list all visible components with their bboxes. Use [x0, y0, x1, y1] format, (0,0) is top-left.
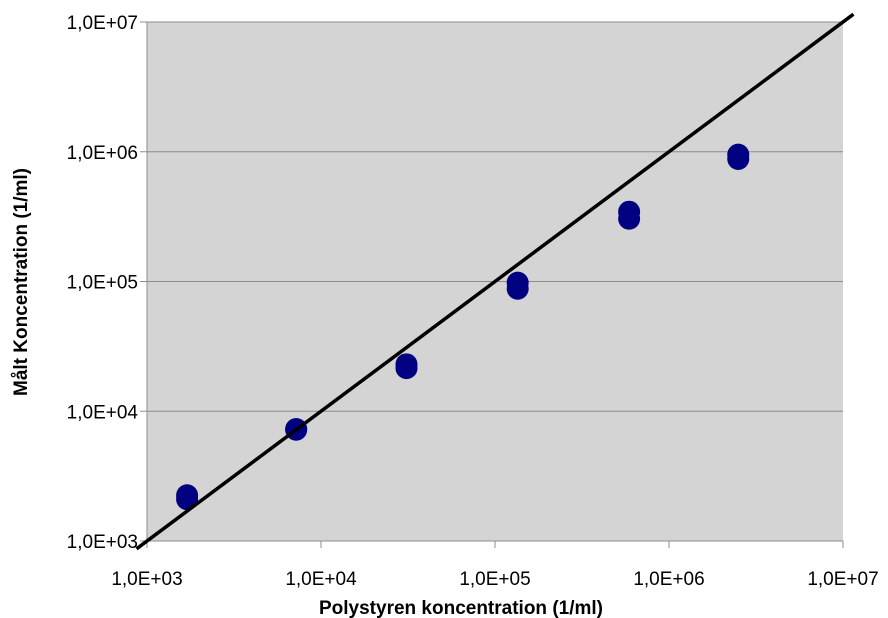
y-tick-label: 1,0E+05 — [67, 273, 138, 294]
data-point — [618, 200, 641, 223]
x-tick-label: 1,0E+06 — [633, 569, 704, 590]
reference-line — [135, 12, 855, 551]
x-tick-label: 1,0E+04 — [285, 569, 357, 590]
x-axis-title: Polystyren koncentration (1/ml) — [319, 598, 603, 618]
data-point — [176, 484, 199, 507]
y-tick-label: 1,0E+07 — [67, 13, 138, 34]
y-tick-label: 1,0E+06 — [67, 143, 138, 164]
data-point — [506, 271, 529, 294]
x-tick-label: 1,0E+03 — [111, 569, 182, 590]
y-axis-ticks: 1,0E+03 1,0E+04 1,0E+05 1,0E+06 1,0E+07 — [67, 13, 147, 553]
x-tick-label: 1,0E+05 — [459, 569, 530, 590]
data-point — [727, 143, 750, 166]
x-tick-label: 1,0E+07 — [807, 569, 878, 590]
y-tick-label: 1,0E+04 — [67, 402, 139, 423]
y-tick-label: 1,0E+03 — [67, 532, 138, 553]
x-axis-ticks: 1,0E+03 1,0E+04 1,0E+05 1,0E+06 1,0E+07 — [111, 541, 879, 590]
data-point — [395, 353, 418, 376]
y-axis-title: Målt Koncentration (1/ml) — [11, 168, 32, 396]
